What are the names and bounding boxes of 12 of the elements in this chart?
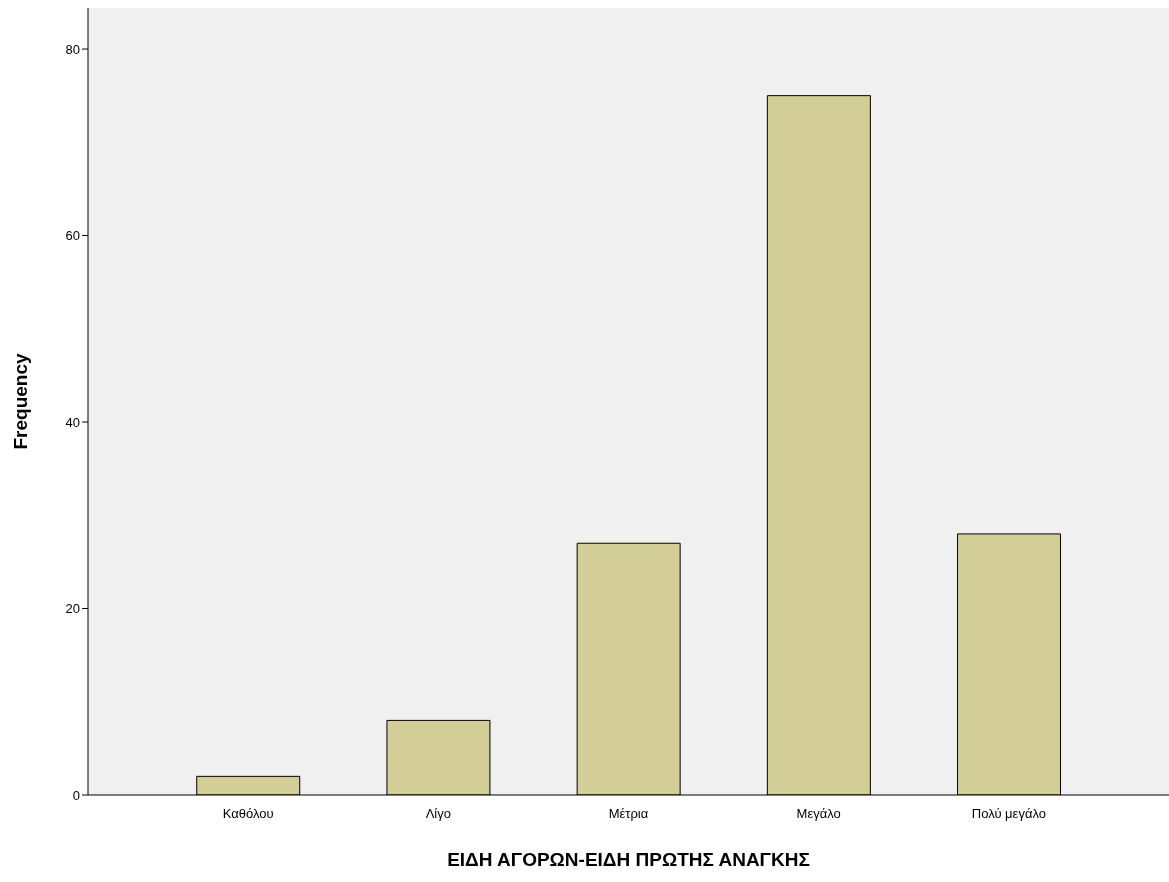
x-tick-label: Μέτρια bbox=[608, 806, 649, 822]
y-axis-title: Frequency bbox=[9, 353, 31, 450]
y-tick-label: 0 bbox=[72, 787, 80, 803]
x-tick-label: Μεγάλο bbox=[796, 806, 841, 822]
x-tick-label: Πολύ μεγάλο bbox=[971, 806, 1046, 822]
y-tick-label: 60 bbox=[65, 228, 80, 244]
y-tick-label: 40 bbox=[65, 414, 80, 430]
y-tick-label: 20 bbox=[65, 601, 80, 617]
x-axis-title: ΕΙΔΗ ΑΓΟΡΩΝ-ΕΙΔΗ ΠΡΩΤΗΣ ΑΝΑΓΚΗΣ bbox=[447, 849, 810, 870]
y-tick-label: 80 bbox=[65, 41, 80, 57]
x-tick-label: Καθόλου bbox=[222, 806, 274, 822]
x-tick-label: Λίγο bbox=[425, 806, 451, 822]
